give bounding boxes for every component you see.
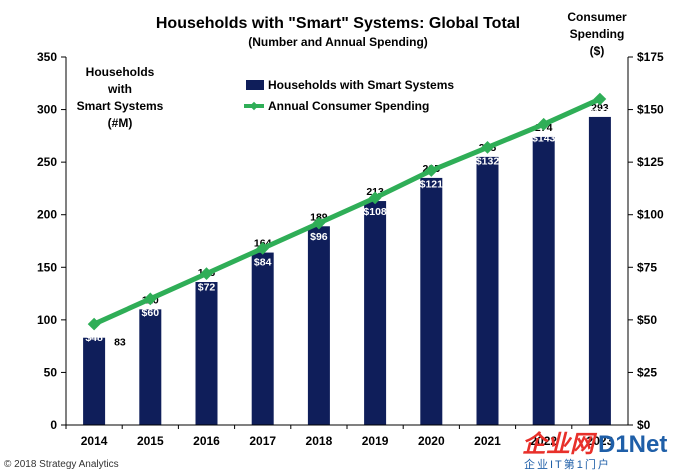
right-axis-label: Consumer Spending ($) bbox=[567, 10, 627, 58]
right-tick-label: $125 bbox=[637, 155, 664, 169]
right-tick-label: $175 bbox=[637, 50, 664, 64]
legend: Households with Smart Systems Annual Con… bbox=[244, 78, 454, 113]
chart-subtitle: (Number and Annual Spending) bbox=[248, 35, 428, 49]
left-tick-label: 100 bbox=[37, 313, 57, 327]
bar-households bbox=[364, 201, 387, 425]
spending-line bbox=[93, 96, 601, 327]
spending-value-label: $155 bbox=[588, 107, 612, 119]
left-axis-label-line: Smart Systems bbox=[77, 99, 164, 113]
legend-label-households: Households with Smart Systems bbox=[268, 78, 454, 92]
right-axis-label-line: ($) bbox=[590, 44, 605, 58]
spending-point bbox=[481, 141, 494, 154]
copyright: © 2018 Strategy Analytics bbox=[4, 459, 119, 470]
spending-value-label: $132 bbox=[476, 155, 500, 167]
x-tick-label: 2020 bbox=[418, 434, 445, 448]
watermark-tagline: 企业IT第1门户 bbox=[524, 457, 611, 471]
spending-value-label: $108 bbox=[363, 206, 387, 218]
spending-point bbox=[368, 191, 382, 205]
spending-point bbox=[256, 241, 270, 255]
spending-point bbox=[424, 164, 438, 177]
left-axis-label: Households with Smart Systems (#M) bbox=[77, 65, 164, 130]
right-tick-label: $150 bbox=[637, 103, 664, 117]
left-axis-label-line: Households bbox=[86, 65, 155, 79]
spending-point bbox=[143, 292, 157, 306]
spending-value-label: $96 bbox=[310, 231, 328, 243]
spending-value-label: $84 bbox=[254, 256, 272, 268]
left-tick-label: 0 bbox=[50, 418, 57, 432]
x-tick-label: 2016 bbox=[193, 434, 220, 448]
x-tick-label: 2021 bbox=[474, 434, 501, 448]
line-series-spending bbox=[87, 92, 607, 331]
x-tick-label: 2023 bbox=[587, 434, 614, 448]
bar-households bbox=[420, 177, 443, 425]
watermark-brand-cn: 企业网 bbox=[522, 431, 598, 458]
bar-series-households bbox=[83, 116, 611, 425]
bar-value-label: 83 bbox=[114, 337, 126, 349]
legend-label-spending: Annual Consumer Spending bbox=[268, 99, 429, 113]
left-tick-label: 200 bbox=[37, 208, 57, 222]
left-axis-label-line: with bbox=[107, 82, 132, 96]
chart-title: Households with "Smart" Systems: Global … bbox=[156, 15, 520, 32]
x-tick-label: 2022 bbox=[530, 434, 557, 448]
legend-marker-spending bbox=[249, 101, 259, 111]
bar-households bbox=[251, 252, 274, 425]
spending-point bbox=[87, 317, 101, 331]
x-tick-label: 2014 bbox=[81, 434, 108, 448]
left-tick-label: 350 bbox=[37, 50, 57, 64]
left-axis-label-line: (#M) bbox=[108, 116, 133, 130]
bar-households bbox=[139, 309, 162, 425]
spending-value-label: $72 bbox=[198, 282, 216, 294]
spending-point bbox=[200, 267, 213, 280]
left-tick-label: 50 bbox=[44, 365, 58, 379]
right-tick-label: $50 bbox=[637, 313, 657, 327]
right-tick-label: $100 bbox=[637, 208, 664, 222]
line-data-labels: $48 $60 $72 $84 $96 $108 $121 $132 $143 $155 bbox=[85, 107, 611, 344]
x-tick-label: 2017 bbox=[249, 434, 276, 448]
bar-households bbox=[307, 226, 330, 425]
bar-households bbox=[195, 282, 218, 425]
bar-households bbox=[532, 136, 555, 425]
spending-value-label: $143 bbox=[532, 132, 556, 144]
bar-households bbox=[83, 337, 106, 425]
spending-value-label: $48 bbox=[85, 332, 103, 344]
bar-households bbox=[476, 156, 499, 425]
x-axis-ticks: 2014 2015 2016 2017 2018 2019 2020 2021 2022 2023 bbox=[65, 425, 614, 448]
right-tick-label: $0 bbox=[637, 418, 651, 432]
right-axis-label-line: Consumer bbox=[567, 10, 627, 24]
watermark-brand-en: D1Net bbox=[598, 431, 667, 458]
bar-value-label: 293 bbox=[591, 102, 609, 114]
x-tick-label: 2018 bbox=[306, 434, 333, 448]
spending-value-label: $121 bbox=[420, 179, 444, 191]
x-tick-label: 2015 bbox=[137, 434, 164, 448]
left-tick-label: 150 bbox=[37, 260, 57, 274]
left-tick-label: 250 bbox=[37, 155, 57, 169]
right-axis-label-line: Spending bbox=[570, 27, 625, 41]
left-axis-ticks: 0 50 100 150 200 250 300 350 bbox=[37, 50, 66, 432]
right-tick-label: $75 bbox=[637, 260, 657, 274]
watermark: 企业网 D1Net 企业IT第1门户 bbox=[522, 431, 667, 471]
left-tick-label: 300 bbox=[37, 103, 57, 117]
right-tick-label: $25 bbox=[637, 365, 657, 379]
x-tick-label: 2019 bbox=[362, 434, 389, 448]
spending-point bbox=[312, 216, 326, 230]
bar-households bbox=[588, 116, 611, 425]
right-axis-ticks: $0 $25 $50 $75 $100 $125 $150 $175 bbox=[628, 50, 664, 432]
spending-value-label: $60 bbox=[142, 307, 160, 319]
legend-swatch-households bbox=[246, 80, 264, 90]
